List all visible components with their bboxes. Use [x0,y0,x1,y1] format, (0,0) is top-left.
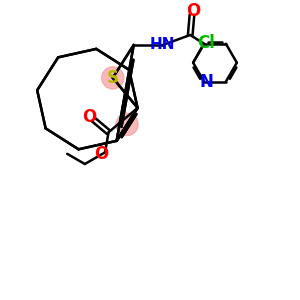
Circle shape [116,113,138,136]
Text: HN: HN [150,38,176,52]
Text: O: O [82,108,97,126]
Text: O: O [94,145,109,163]
Text: Cl: Cl [197,34,214,52]
Text: O: O [186,2,201,20]
Circle shape [102,67,124,89]
Text: N: N [200,73,213,91]
Text: S: S [107,69,119,87]
